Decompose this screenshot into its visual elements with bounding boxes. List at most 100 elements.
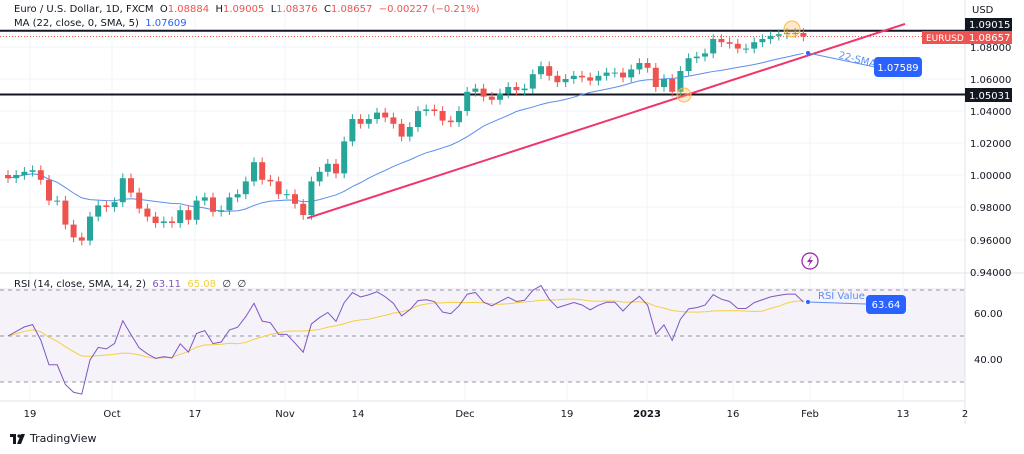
rsi-value-box: [866, 295, 906, 314]
price-tick-label: 1.06000: [970, 75, 1011, 86]
time-tick-label: 19: [24, 409, 37, 420]
sma-callout-line: [807, 52, 876, 68]
candle-body: [693, 56, 700, 59]
candle-body: [431, 109, 438, 111]
candle-body: [406, 127, 413, 137]
level-high-tag: [965, 18, 1012, 31]
price-tick-label: 0.94000: [970, 268, 1011, 279]
candle-body: [587, 77, 594, 81]
candle-body: [218, 210, 225, 212]
candle-body: [119, 178, 126, 203]
candle-body: [456, 111, 462, 123]
rsi-label: RSI (14, close, SMA, 14, 2): [14, 279, 147, 290]
candle-body: [70, 224, 77, 238]
close-value: 1.08657: [330, 4, 373, 15]
rsi-value-text: 63.64: [872, 300, 901, 311]
rsi-tick-label: 40.00: [974, 355, 1003, 366]
sma-value-text: 1.07589: [877, 63, 918, 74]
lightning-icon: [801, 252, 819, 270]
ma-value: 1.07609: [145, 18, 187, 29]
candle-body: [538, 66, 544, 75]
candle-body: [562, 79, 569, 83]
candle-body: [210, 197, 216, 212]
sma-callout-dot: [806, 51, 810, 55]
highlight-circle: [783, 20, 801, 38]
candle-body: [5, 175, 11, 179]
candle-body: [480, 88, 487, 97]
candle-body: [13, 175, 20, 179]
candle-body: [316, 171, 323, 182]
symbol-tag-text: EURUSD: [926, 34, 964, 44]
level-low-tag: [965, 88, 1012, 102]
candle-body: [136, 192, 143, 209]
price-tick-label: 0.98000: [970, 203, 1011, 214]
rsi-legend[interactable]: RSI (14, close, SMA, 14, 2) 63.11 65.08 …: [14, 279, 246, 290]
candle-body: [177, 210, 184, 223]
time-tick-label: 14: [352, 409, 365, 420]
candle-body: [54, 200, 61, 202]
candle-body: [144, 208, 151, 217]
level-high-text: 1.09015: [969, 20, 1010, 31]
candle-body: [341, 141, 348, 174]
candle-body: [234, 194, 241, 198]
rsi-extra-2: ∅: [237, 279, 247, 290]
rsi-callout-dot: [806, 300, 810, 304]
tradingview-logo[interactable]: TradingView: [10, 432, 96, 445]
candle-body: [160, 221, 167, 223]
candle-body: [505, 87, 512, 94]
candle-body: [283, 194, 290, 196]
time-tick-label: Dec: [455, 409, 474, 420]
candle-body: [603, 72, 610, 76]
candle-body: [62, 200, 69, 225]
open-label: O: [159, 4, 168, 15]
candle-body: [103, 205, 110, 207]
candle-body: [365, 119, 372, 124]
tradingview-logo-icon: [10, 433, 25, 444]
candle-body: [267, 179, 274, 182]
time-tick-label: 17: [189, 409, 202, 420]
rsi-sma-value: 65.08: [187, 279, 217, 290]
candle-body: [792, 32, 799, 34]
low-value: 1.08376: [276, 4, 318, 15]
candle-body: [242, 181, 249, 195]
rsi-band: [0, 288, 965, 382]
candle-body: [226, 197, 233, 211]
candle-body: [21, 171, 28, 175]
ma-legend[interactable]: MA (22, close, 0, SMA, 5) 1.07609: [14, 18, 187, 29]
change-value: −0.00227 (−0.21%): [378, 4, 480, 15]
candle-body: [374, 112, 380, 119]
price-tick-label: 1.08000: [970, 43, 1011, 54]
sma-annotation-label: 22-SMA: [837, 50, 877, 70]
candle-body: [497, 93, 503, 100]
candle-body: [349, 119, 356, 142]
trend-line: [306, 23, 906, 220]
candle-body: [652, 67, 659, 87]
candle-body: [513, 87, 520, 91]
candle-body: [398, 123, 405, 137]
candle-body: [275, 181, 282, 195]
candle-body: [46, 179, 52, 201]
candle-body: [685, 58, 692, 71]
candle-body: [669, 79, 676, 92]
logo-text: TradingView: [30, 432, 97, 445]
time-tick-label: Oct: [103, 409, 120, 420]
candle-body: [111, 202, 118, 207]
rsi-tick-label: 60.00: [974, 309, 1003, 320]
candle-body: [661, 79, 667, 87]
candle-body: [300, 203, 307, 215]
candle-body: [259, 162, 266, 180]
candle-body: [128, 178, 134, 193]
candle-body: [636, 63, 643, 70]
candle-body: [546, 66, 553, 76]
price-tick-label: 1.02000: [970, 139, 1011, 150]
candle-body: [775, 34, 782, 36]
candle-body: [201, 197, 208, 201]
last-price-text: 1.08657: [969, 33, 1010, 44]
rsi-value: 63.11: [152, 279, 182, 290]
high-label: H: [215, 4, 223, 15]
high-value: 1.09005: [222, 4, 265, 15]
time-tick-label: 13: [897, 409, 910, 420]
candle-body: [767, 35, 774, 39]
